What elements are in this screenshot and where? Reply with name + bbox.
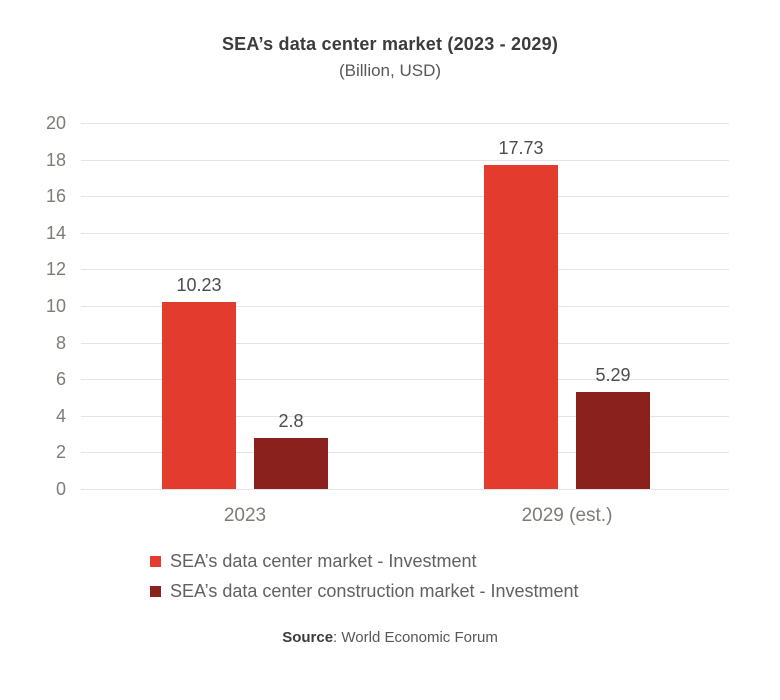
y-tick-label: 14	[45, 222, 66, 243]
bar-value-label: 5.29	[595, 365, 631, 386]
gridline	[81, 415, 729, 417]
y-tick-label: 0	[55, 479, 66, 499]
x-category-label: 2023	[223, 505, 267, 526]
gridline	[81, 269, 729, 271]
bar	[576, 392, 650, 489]
y-tick-label: 8	[55, 332, 66, 353]
bar-value-label: 10.23	[176, 274, 222, 295]
legend-swatch	[150, 585, 161, 597]
bar-value-label: 17.73	[498, 137, 544, 158]
gridline	[81, 452, 729, 454]
legend-label: SEA’s data center market - Investment	[170, 550, 477, 571]
chart-title: SEA’s data center market (2023 - 2029)	[221, 34, 559, 54]
y-tick-label: 12	[45, 259, 66, 280]
bar	[254, 437, 328, 489]
source-label: Source	[282, 629, 334, 646]
y-tick-label: 4	[55, 405, 66, 426]
source-text: : World Economic Forum	[333, 629, 498, 646]
bar	[162, 301, 236, 489]
gridline	[81, 379, 729, 381]
legend-item: SEA’s data center market - Investment	[150, 549, 579, 573]
gridline	[81, 306, 729, 307]
chart-subtitle: (Billion, USD)	[338, 61, 442, 80]
legend-label: SEA’s data center construction market - …	[170, 580, 579, 601]
plot-area: 10.23 17.73 2.8 5.29	[81, 123, 729, 490]
bar	[484, 164, 558, 489]
gridline	[81, 196, 729, 198]
y-tick-label: 20	[45, 113, 66, 133]
y-tick-label: 10	[45, 296, 66, 316]
legend-item: SEA’s data center construction market - …	[150, 579, 579, 603]
y-tick-label: 2	[55, 442, 66, 463]
legend: SEA’s data center market - Investment SEA…	[150, 549, 579, 609]
y-tick-label: 6	[55, 369, 66, 390]
gridline	[81, 232, 729, 234]
y-tick-label: 18	[45, 149, 66, 170]
gridline	[81, 123, 729, 124]
x-category-label: 2029 (est.)	[521, 505, 613, 526]
bar-value-label: 2.8	[278, 410, 304, 431]
gridline	[81, 159, 729, 161]
source-line: Source: World Economic Forum	[0, 629, 780, 646]
gridline	[81, 342, 729, 344]
gridline	[81, 489, 729, 490]
y-tick-label: 16	[45, 186, 66, 207]
legend-swatch	[150, 555, 161, 567]
